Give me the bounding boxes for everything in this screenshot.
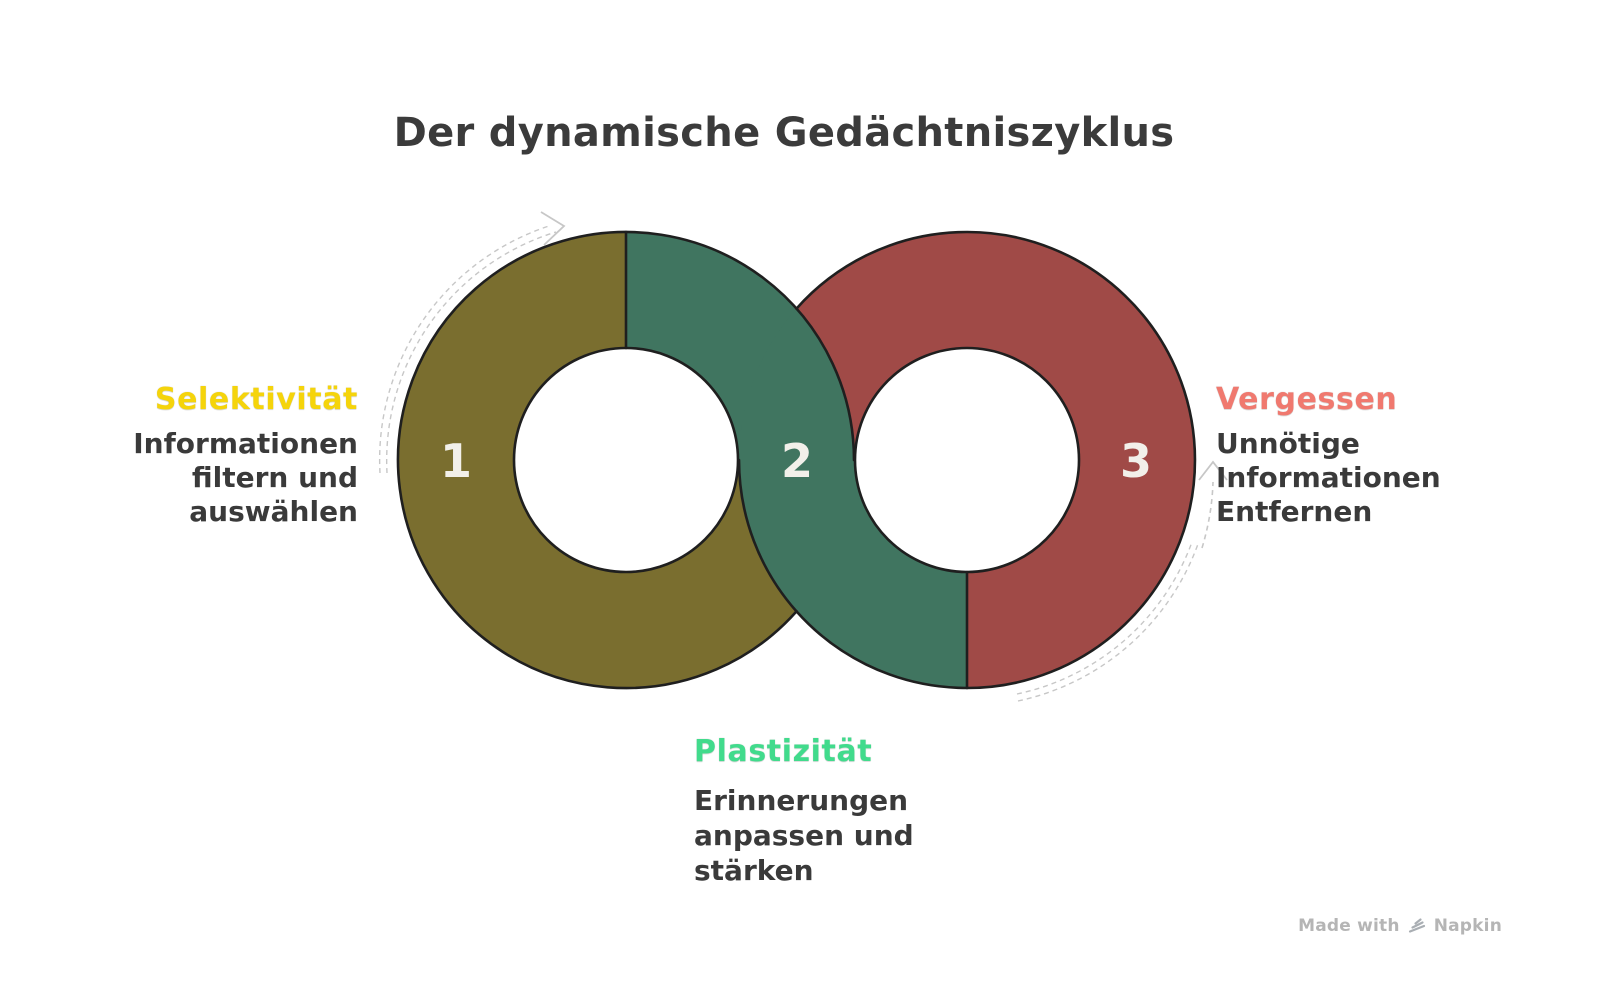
arrow-stem bbox=[1201, 481, 1214, 549]
step-number-2: 2 bbox=[781, 434, 813, 488]
arrow-arc bbox=[385, 231, 557, 474]
outline-left-inner bbox=[512, 346, 740, 574]
description-line: auswählen bbox=[189, 495, 358, 528]
outline-left-outer bbox=[396, 230, 856, 690]
description-line: Entfernen bbox=[1216, 495, 1373, 528]
step-block-selektivitaet: Selektivität Informationen filtern und a… bbox=[58, 382, 358, 529]
arrow-arc bbox=[1016, 541, 1193, 695]
step-label-plastizitaet: Plastizität bbox=[694, 734, 873, 769]
step-description-vergessen: Unnötige Informationen Entfernen bbox=[1216, 427, 1516, 529]
step-description-selektivitaet: Informationen filtern und auswählen bbox=[58, 427, 358, 529]
step-description-plastizitaet: Erinnerungen anpassen und stärken bbox=[694, 783, 1024, 888]
step-number-3: 3 bbox=[1120, 434, 1152, 488]
diagram-title: Der dynamische Gedächtniszyklus bbox=[393, 110, 1175, 156]
flow-arrow-top-left bbox=[378, 211, 566, 474]
description-line: filtern und bbox=[191, 461, 358, 494]
napkin-watermark: Made with Napkin bbox=[1298, 916, 1502, 936]
step-label-selektivitaet: Selektivität bbox=[154, 382, 358, 417]
arrowhead-icon bbox=[540, 211, 566, 246]
napkin-logo-icon bbox=[1408, 918, 1425, 933]
watermark-brand: Napkin bbox=[1433, 916, 1502, 936]
arrow-arc bbox=[378, 225, 550, 474]
flow-arrow-bottom-right bbox=[1016, 460, 1228, 702]
outline-cross-bottom bbox=[737, 458, 798, 613]
step-number-1: 1 bbox=[440, 434, 472, 488]
ring-outlines bbox=[396, 230, 1197, 690]
outline-right-outer bbox=[795, 230, 1197, 690]
description-line: stärken bbox=[694, 854, 814, 887]
outline-right-inner bbox=[853, 346, 1081, 574]
watermark-prefix: Made with bbox=[1298, 916, 1400, 936]
description-line: Informationen bbox=[133, 427, 358, 460]
step-label-vergessen: Vergessen bbox=[1216, 382, 1398, 417]
arrowhead-icon bbox=[1198, 460, 1228, 481]
description-line: Erinnerungen bbox=[694, 784, 909, 817]
step-block-vergessen: Vergessen Unnötige Informationen Entfern… bbox=[1216, 382, 1516, 529]
step-block-plastizitaet: Plastizität Erinnerungen anpassen und st… bbox=[694, 734, 1024, 888]
description-line: Informationen bbox=[1216, 461, 1441, 494]
description-line: Unnötige bbox=[1216, 427, 1360, 460]
description-line: anpassen und bbox=[694, 819, 914, 852]
ring-segment-plastizitaet-right bbox=[738, 308, 967, 688]
